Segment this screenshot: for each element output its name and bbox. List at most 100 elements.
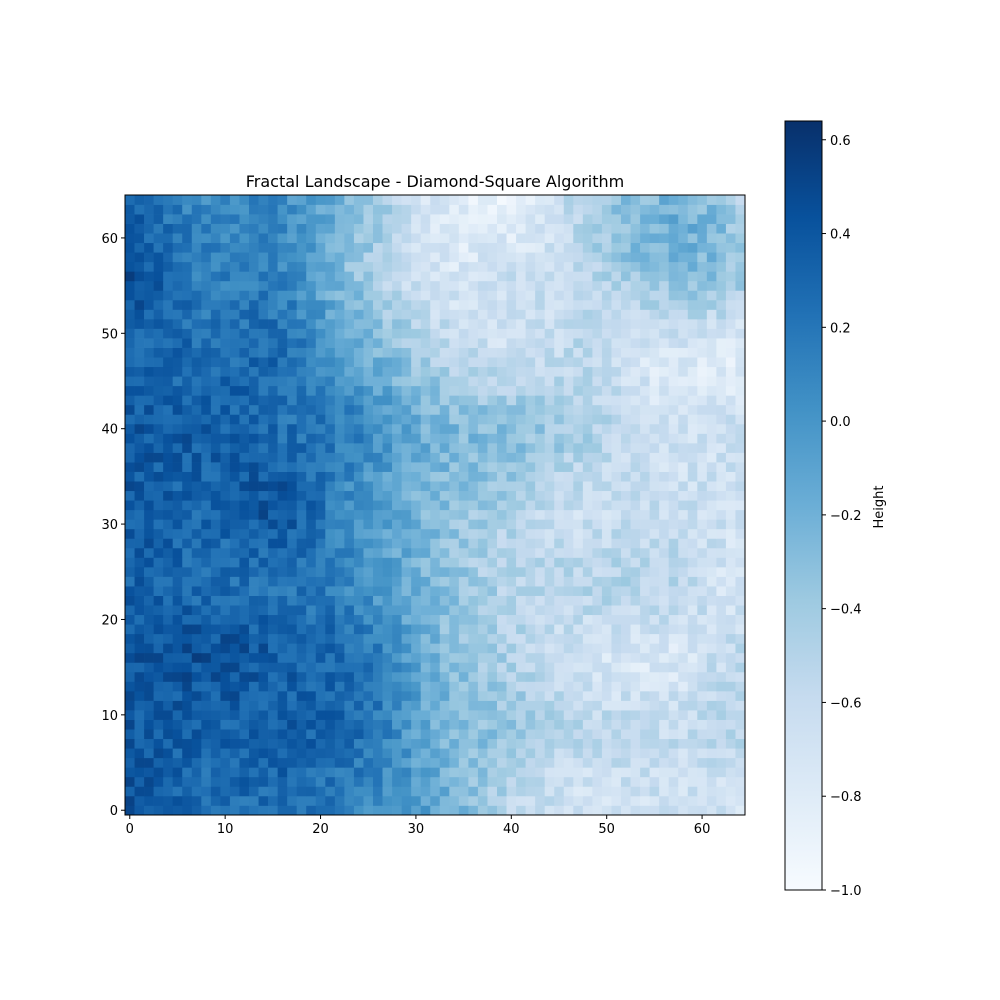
heatmap-cell xyxy=(573,290,584,301)
heatmap-cell xyxy=(268,719,278,730)
heatmap-cell xyxy=(201,567,212,577)
heatmap-cell xyxy=(239,710,250,720)
heatmap-cell xyxy=(544,757,555,768)
heatmap-cell xyxy=(191,290,202,301)
heatmap-cell xyxy=(687,605,698,616)
heatmap-cell xyxy=(287,423,298,434)
heatmap-cell xyxy=(497,652,507,663)
heatmap-cell xyxy=(239,490,250,501)
heatmap-cell xyxy=(172,671,183,682)
heatmap-cell xyxy=(277,471,288,482)
heatmap-cell xyxy=(573,376,584,387)
heatmap-cell xyxy=(640,471,650,482)
heatmap-cell xyxy=(640,605,650,616)
heatmap-cell xyxy=(144,414,154,425)
heatmap-cell xyxy=(535,338,546,348)
heatmap-cell xyxy=(191,366,202,377)
heatmap-cell xyxy=(687,319,698,329)
heatmap-cell xyxy=(172,786,183,797)
heatmap-cell xyxy=(210,757,221,768)
heatmap-cell xyxy=(563,786,574,797)
heatmap-cell xyxy=(401,481,412,492)
heatmap-cell xyxy=(191,757,202,768)
heatmap-cell xyxy=(544,357,555,368)
heatmap-cell xyxy=(325,385,336,396)
heatmap-cell xyxy=(735,214,746,224)
heatmap-cell xyxy=(268,433,278,444)
heatmap-cell xyxy=(249,795,259,806)
heatmap-cell xyxy=(439,681,450,692)
heatmap-cell xyxy=(430,385,441,396)
heatmap-cell xyxy=(497,729,507,740)
heatmap-cell xyxy=(229,605,240,616)
heatmap-cell xyxy=(659,490,670,501)
heatmap-cell xyxy=(477,319,488,329)
heatmap-cell xyxy=(497,433,507,444)
heatmap-cell xyxy=(668,223,679,234)
heatmap-cell xyxy=(630,595,641,606)
heatmap-cell xyxy=(287,309,298,320)
heatmap-cell xyxy=(382,624,393,635)
heatmap-cell xyxy=(621,328,631,339)
heatmap-cell xyxy=(525,614,536,625)
heatmap-cell xyxy=(716,376,727,387)
heatmap-cell xyxy=(182,538,193,549)
heatmap-cell xyxy=(678,662,689,673)
heatmap-cell xyxy=(611,395,622,406)
heatmap-cell xyxy=(535,195,546,205)
heatmap-cell xyxy=(544,214,555,224)
heatmap-cell xyxy=(315,509,326,520)
heatmap-cell xyxy=(134,280,145,291)
heatmap-cell xyxy=(449,786,460,797)
heatmap-cell xyxy=(353,729,364,740)
heatmap-cell xyxy=(239,328,250,339)
heatmap-cell xyxy=(601,586,612,596)
heatmap-cell xyxy=(182,204,193,215)
heatmap-cell xyxy=(306,462,317,472)
colorbar-tick-label: −0.2 xyxy=(830,509,862,524)
heatmap-cell xyxy=(182,776,193,787)
heatmap-cell xyxy=(611,471,622,482)
heatmap-cell xyxy=(411,280,422,291)
heatmap-cell xyxy=(363,290,374,301)
heatmap-cell xyxy=(210,567,221,577)
heatmap-cell xyxy=(582,395,593,406)
heatmap-cell xyxy=(373,605,383,616)
heatmap-cell xyxy=(687,214,698,224)
heatmap-cell xyxy=(535,223,546,234)
heatmap-cell xyxy=(668,738,679,749)
heatmap-cell xyxy=(611,605,622,616)
heatmap-cell xyxy=(706,624,717,635)
heatmap-cell xyxy=(325,738,336,749)
heatmap-cell xyxy=(315,786,326,797)
heatmap-cell xyxy=(373,233,383,244)
heatmap-cell xyxy=(392,528,402,539)
heatmap-cell xyxy=(382,757,393,768)
heatmap-cell xyxy=(525,776,536,787)
heatmap-cell xyxy=(706,462,717,472)
heatmap-cell xyxy=(535,586,546,596)
heatmap-cell xyxy=(678,614,689,625)
heatmap-cell xyxy=(363,443,374,453)
heatmap-cell xyxy=(506,729,517,740)
heatmap-cell xyxy=(563,528,574,539)
heatmap-cell xyxy=(229,357,240,368)
heatmap-cell xyxy=(153,376,164,387)
heatmap-cell xyxy=(191,433,202,444)
heatmap-cell xyxy=(573,223,584,234)
heatmap-cell xyxy=(449,395,460,406)
heatmap-cell xyxy=(191,567,202,577)
heatmap-cell xyxy=(659,366,670,377)
heatmap-cell xyxy=(144,509,154,520)
colorbar-tick-label: −1.0 xyxy=(830,884,862,899)
heatmap-cell xyxy=(668,643,679,654)
heatmap-cell xyxy=(239,567,250,577)
heatmap-cell xyxy=(363,214,374,224)
heatmap-cell xyxy=(716,462,727,472)
heatmap-cell xyxy=(153,595,164,606)
heatmap-cell xyxy=(382,414,393,425)
heatmap-cell xyxy=(506,328,517,339)
heatmap-cell xyxy=(153,719,164,730)
heatmap-cell xyxy=(678,757,689,768)
heatmap-cell xyxy=(725,681,736,692)
